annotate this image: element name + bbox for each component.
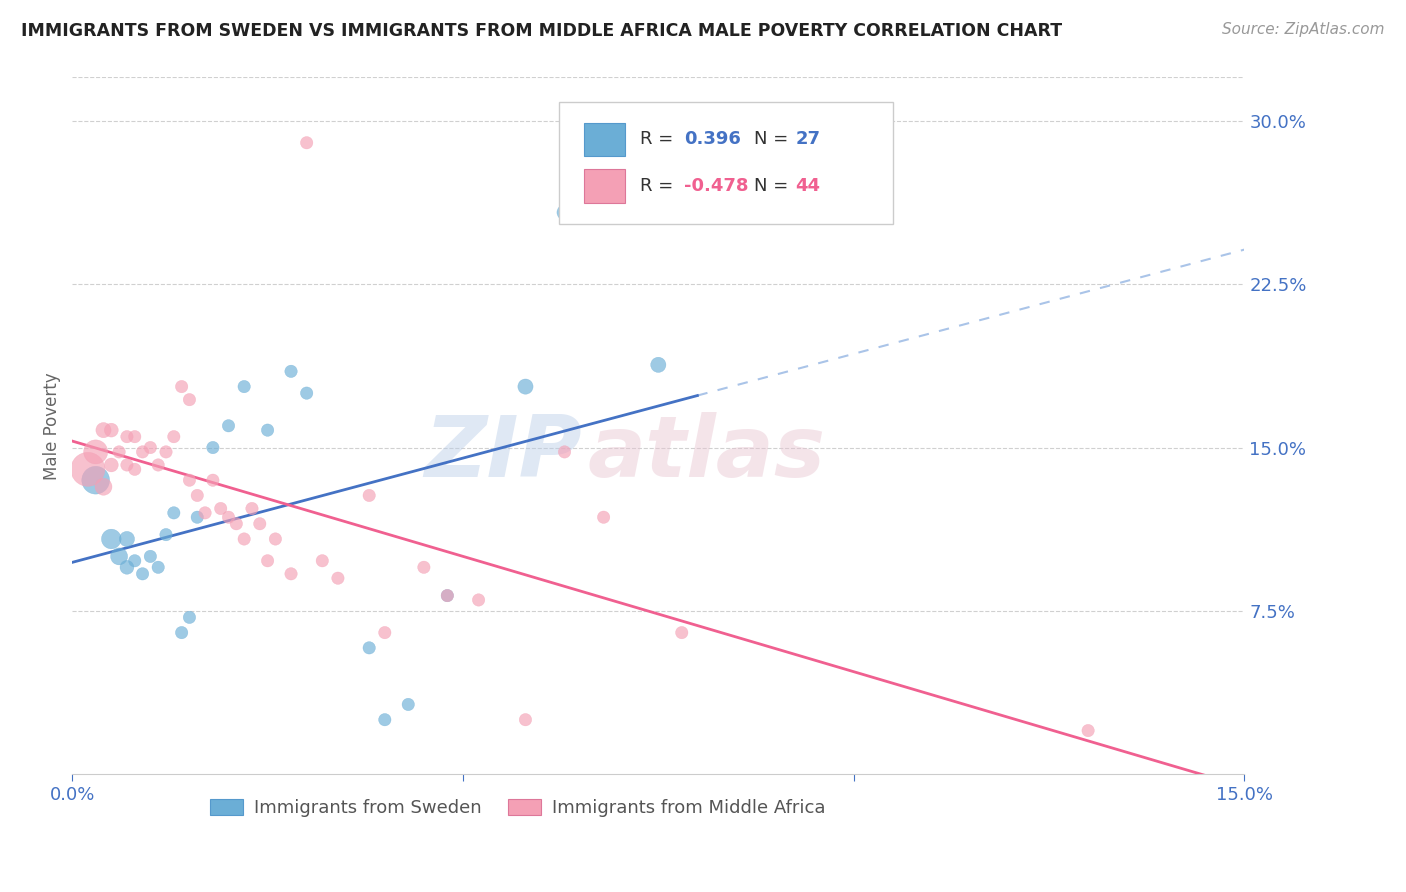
Point — [163, 506, 186, 520]
Point — [436, 589, 458, 603]
Point — [179, 473, 201, 487]
Legend: Immigrants from Sweden, Immigrants from Middle Africa: Immigrants from Sweden, Immigrants from … — [202, 791, 832, 824]
Point — [186, 510, 208, 524]
Text: IMMIGRANTS FROM SWEDEN VS IMMIGRANTS FROM MIDDLE AFRICA MALE POVERTY CORRELATION: IMMIGRANTS FROM SWEDEN VS IMMIGRANTS FRO… — [21, 22, 1062, 40]
Text: atlas: atlas — [588, 412, 827, 495]
Text: N =: N = — [755, 130, 794, 148]
Point — [311, 554, 333, 568]
Point — [179, 392, 201, 407]
Text: 27: 27 — [796, 130, 821, 148]
Point — [155, 527, 177, 541]
Text: -0.478: -0.478 — [685, 178, 748, 195]
Text: ZIP: ZIP — [425, 412, 582, 495]
Point — [163, 430, 186, 444]
Point — [225, 516, 247, 531]
Point — [295, 136, 318, 150]
Point — [256, 423, 278, 437]
Point — [515, 379, 537, 393]
Text: 0.396: 0.396 — [685, 130, 741, 148]
Point — [76, 462, 98, 476]
Point — [554, 445, 576, 459]
Point — [647, 358, 669, 372]
Point — [93, 423, 115, 437]
Point — [374, 713, 396, 727]
Point — [124, 462, 146, 476]
Point — [139, 441, 162, 455]
Bar — [585, 169, 626, 202]
Point — [218, 510, 240, 524]
Y-axis label: Male Poverty: Male Poverty — [44, 372, 60, 480]
Point — [115, 458, 138, 472]
Text: Source: ZipAtlas.com: Source: ZipAtlas.com — [1222, 22, 1385, 37]
Point — [115, 560, 138, 574]
Point — [326, 571, 349, 585]
Point — [592, 510, 614, 524]
Point — [108, 445, 131, 459]
FancyBboxPatch shape — [558, 102, 893, 224]
Point — [240, 501, 263, 516]
Point — [218, 418, 240, 433]
Point — [671, 625, 693, 640]
Point — [396, 698, 419, 712]
Point — [170, 625, 193, 640]
Point — [194, 506, 217, 520]
Point — [233, 532, 256, 546]
Point — [256, 554, 278, 568]
Point — [148, 458, 170, 472]
Point — [108, 549, 131, 564]
Point — [179, 610, 201, 624]
Point — [201, 473, 224, 487]
Point — [131, 566, 153, 581]
Point — [467, 593, 489, 607]
Point — [84, 473, 107, 487]
Point — [139, 549, 162, 564]
Point — [124, 430, 146, 444]
Point — [84, 445, 107, 459]
Text: N =: N = — [755, 178, 794, 195]
Point — [209, 501, 232, 516]
Point — [280, 364, 302, 378]
Point — [359, 488, 381, 502]
Point — [170, 379, 193, 393]
Point — [131, 445, 153, 459]
Point — [115, 430, 138, 444]
Point — [554, 205, 576, 219]
Point — [155, 445, 177, 459]
Point — [201, 441, 224, 455]
Point — [148, 560, 170, 574]
Point — [359, 640, 381, 655]
Text: R =: R = — [640, 178, 679, 195]
Point — [374, 625, 396, 640]
Point — [186, 488, 208, 502]
Text: 44: 44 — [796, 178, 821, 195]
Point — [436, 589, 458, 603]
Point — [1077, 723, 1099, 738]
Point — [412, 560, 434, 574]
Point — [100, 423, 122, 437]
Point — [280, 566, 302, 581]
Point — [100, 458, 122, 472]
Point — [233, 379, 256, 393]
Point — [515, 713, 537, 727]
Point — [115, 532, 138, 546]
Point — [124, 554, 146, 568]
Bar — [585, 123, 626, 156]
Point — [249, 516, 271, 531]
Text: R =: R = — [640, 130, 679, 148]
Point — [295, 386, 318, 401]
Point — [264, 532, 287, 546]
Point — [93, 480, 115, 494]
Point — [100, 532, 122, 546]
